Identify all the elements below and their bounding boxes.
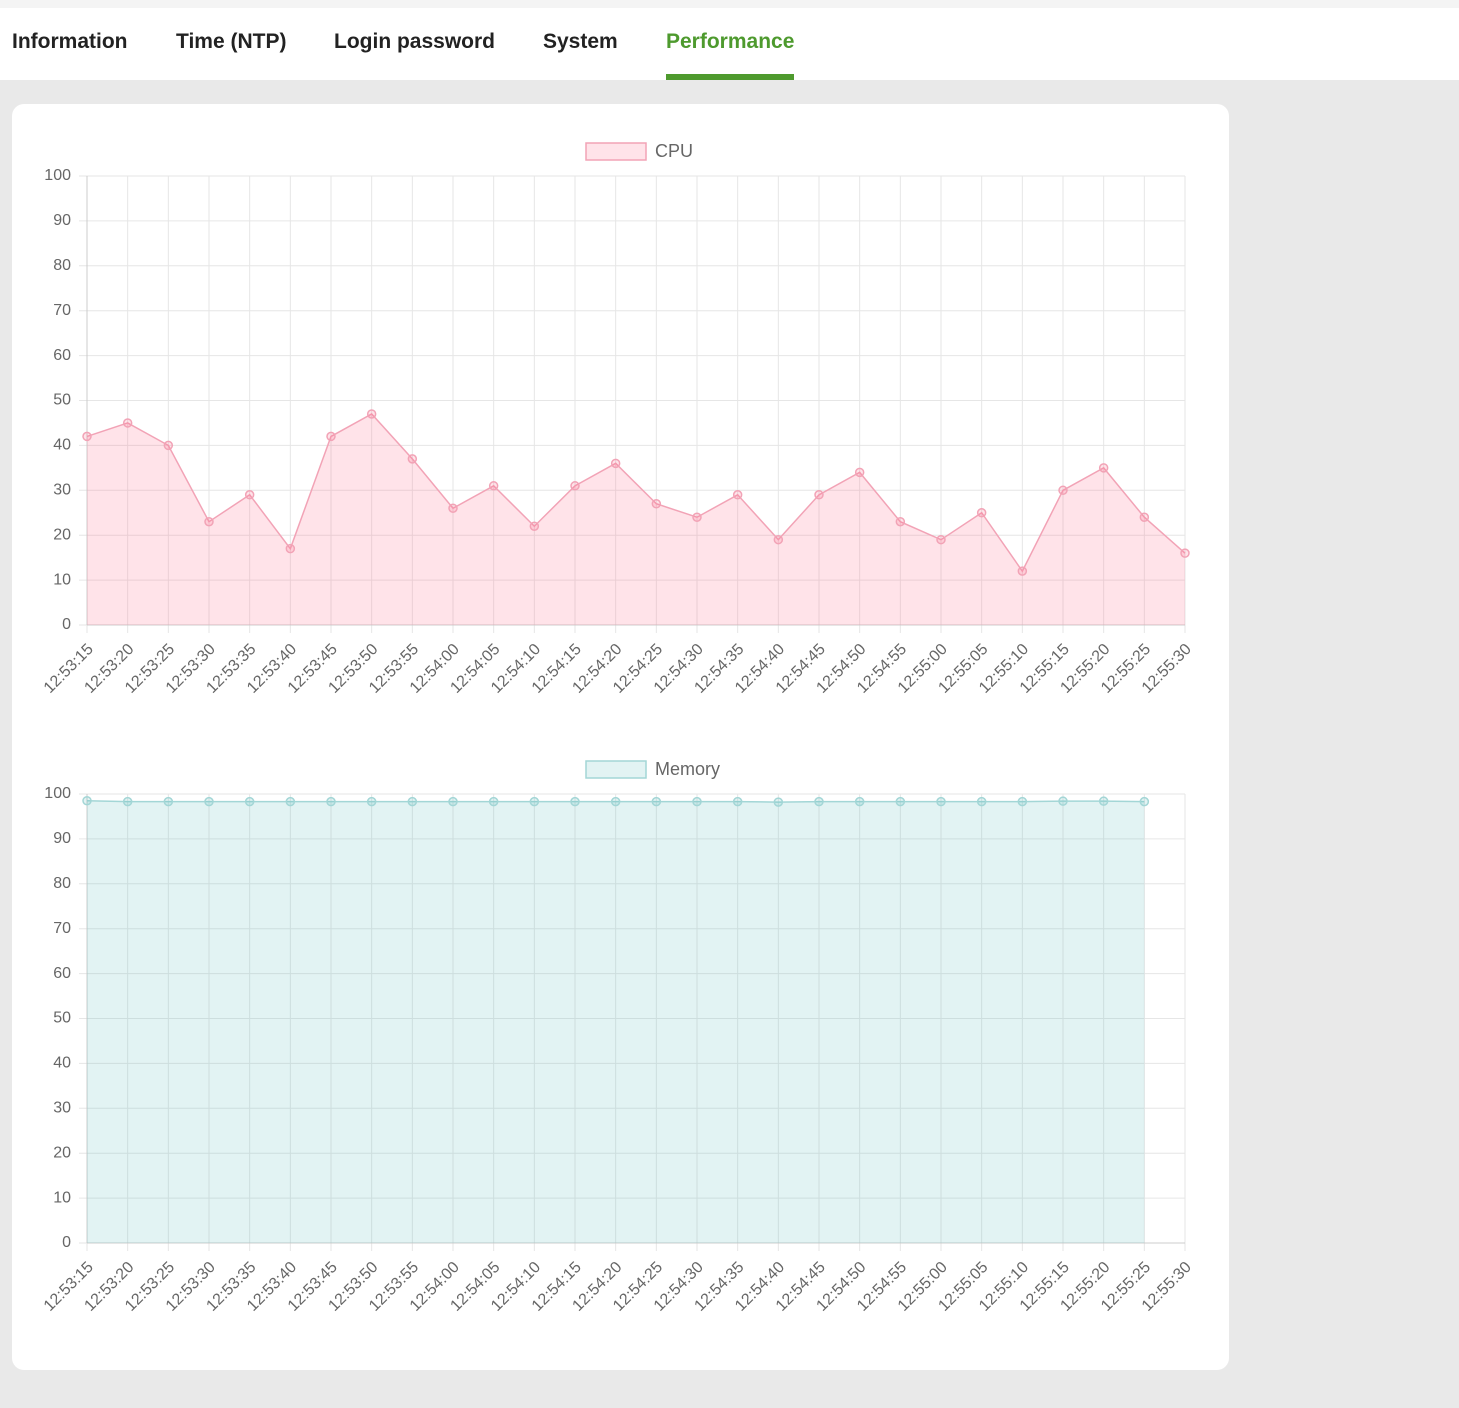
point (814, 490, 824, 500)
point (1098, 463, 1109, 473)
y-tick-label: 30 (53, 1100, 71, 1117)
point (651, 796, 662, 807)
y-tick-label: 100 (44, 785, 71, 802)
point (488, 481, 499, 491)
point (773, 534, 784, 545)
point (122, 418, 133, 428)
y-tick-label: 60 (53, 347, 71, 364)
y-tick-label: 40 (53, 437, 71, 454)
area (87, 413, 1185, 625)
tab[interactable]: Performance (666, 30, 795, 80)
tab[interactable]: Login password (334, 30, 496, 53)
y-tick-label: 0 (62, 1234, 71, 1251)
point (854, 796, 865, 807)
point (1058, 796, 1068, 806)
point (976, 796, 987, 807)
tab[interactable]: Information (12, 30, 128, 53)
y-tick-label: 70 (53, 302, 71, 319)
point (366, 796, 377, 807)
tab[interactable]: Time (NTP) (176, 30, 287, 53)
y-tick-label: 10 (53, 571, 71, 588)
point (1017, 566, 1028, 576)
point (610, 458, 621, 469)
point (244, 490, 255, 500)
legend-label: CPU (655, 141, 693, 161)
point (732, 796, 743, 807)
y-tick-label: 50 (53, 1010, 71, 1027)
y-tick-label: 40 (53, 1055, 71, 1072)
legend-label: Memory (655, 759, 720, 779)
point (122, 796, 133, 807)
point (326, 796, 336, 807)
point (285, 796, 296, 807)
y-tick-label: 90 (53, 212, 71, 229)
point (407, 796, 418, 807)
legend-swatch (585, 142, 647, 161)
point (82, 431, 92, 442)
point (448, 503, 458, 514)
charts: CPU010203040506070809010012:53:1512:53:2… (41, 141, 1195, 1315)
y-tick-label: 20 (53, 1144, 71, 1161)
tab[interactable]: System (543, 30, 618, 53)
point (854, 467, 865, 478)
line (86, 413, 1186, 573)
point (651, 499, 662, 509)
y-tick-label: 80 (53, 875, 71, 892)
point (407, 454, 418, 464)
point (204, 796, 214, 807)
point (1139, 796, 1150, 807)
line (86, 799, 1145, 803)
point (1139, 512, 1150, 522)
point (204, 516, 214, 527)
point (488, 796, 499, 807)
performance-card: CPU 0 10 20 30 40 50 60 70 80 90 100 12:53:15 12:53:2… (12, 104, 1229, 1370)
area (87, 800, 1145, 1243)
point (366, 409, 377, 419)
point (814, 796, 824, 807)
tab-bar: Information Time (NTP) Login password Syste… (0, 0, 1459, 80)
y-tick-label: 10 (53, 1189, 71, 1206)
point (448, 796, 458, 807)
point (570, 481, 580, 491)
y-tick-label: 100 (44, 167, 71, 184)
point (163, 796, 174, 807)
point (285, 543, 296, 554)
point (570, 796, 580, 807)
point (936, 534, 946, 545)
y-tick-label: 90 (53, 830, 71, 847)
y-tick-label: 70 (53, 920, 71, 937)
legend-swatch (585, 760, 647, 779)
y-tick-label: 50 (53, 392, 71, 409)
y-tick-label: 20 (53, 526, 71, 543)
y-tick-label: 30 (53, 482, 71, 499)
point (244, 796, 255, 807)
point (976, 508, 987, 518)
point (529, 521, 540, 531)
point (1180, 548, 1190, 558)
point (1098, 796, 1109, 806)
point (895, 796, 906, 807)
point (773, 797, 784, 807)
y-tick-label: 80 (53, 257, 71, 274)
point (1017, 796, 1028, 807)
point (732, 490, 743, 500)
point (163, 440, 174, 451)
point (82, 795, 92, 806)
point (326, 431, 336, 442)
point (692, 796, 702, 807)
y-tick-label: 60 (53, 965, 71, 982)
point (692, 512, 702, 522)
point (1058, 485, 1068, 496)
point (610, 796, 621, 807)
point (936, 796, 946, 807)
point (895, 516, 906, 527)
y-tick-label: 0 (62, 616, 71, 633)
point (529, 796, 540, 807)
